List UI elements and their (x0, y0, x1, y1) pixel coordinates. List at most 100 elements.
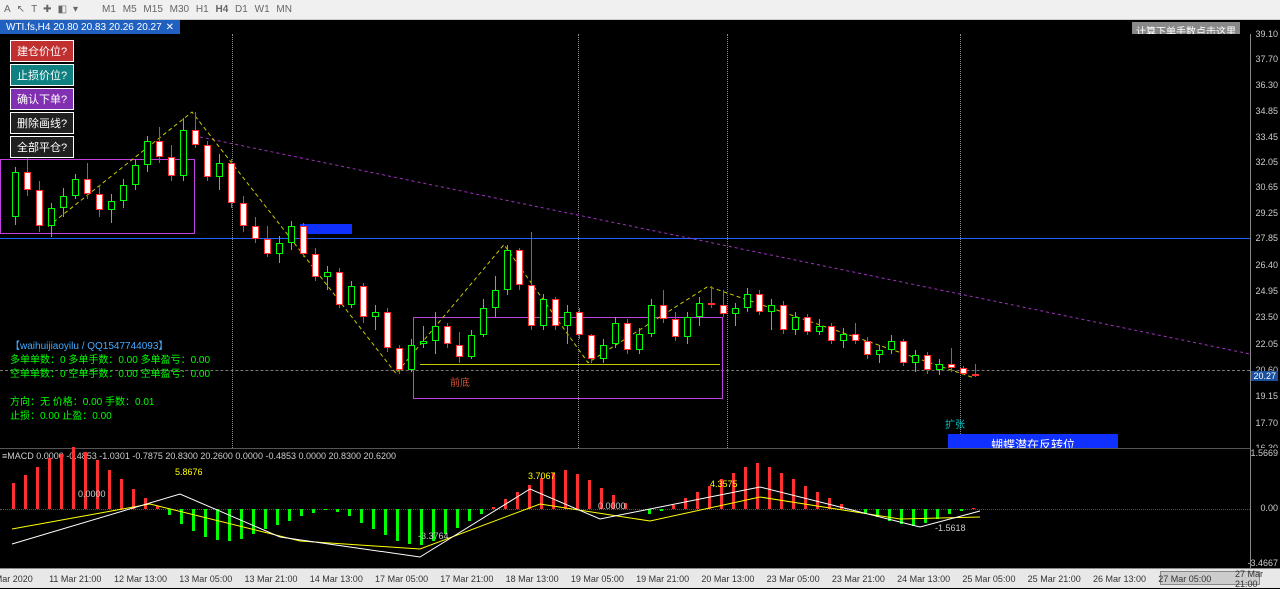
candle-body (348, 286, 355, 304)
macd-bar (36, 467, 39, 509)
macd-bar (648, 509, 651, 514)
tool-icon[interactable]: ◧ (58, 4, 67, 15)
candle-body (120, 185, 127, 201)
macd-bar (492, 507, 495, 509)
candle-body (360, 286, 367, 317)
crosshair-icon[interactable]: ✚ (43, 4, 51, 15)
price-axis: 39.1037.7036.3034.8533.4532.0530.6529.25… (1250, 34, 1280, 448)
candle-body (912, 355, 919, 362)
macd-bar (540, 478, 543, 509)
dropdown-icon[interactable]: ▾ (73, 4, 78, 15)
side-btn-2[interactable]: 确认下单? (10, 88, 74, 110)
candle-wick (327, 266, 328, 290)
candle-body (684, 317, 691, 337)
cursor-icon[interactable]: ↖ (17, 4, 25, 15)
candle-body (384, 312, 391, 348)
candle-body (840, 334, 847, 341)
macd-bar (12, 483, 15, 509)
side-btn-0[interactable]: 建仓价位? (10, 40, 74, 62)
macd-bar (408, 509, 411, 544)
candle-body (960, 368, 967, 373)
price-tick: 23.50 (1255, 312, 1278, 322)
macd-bar (672, 505, 675, 509)
macd-bar (72, 447, 75, 509)
info-line: 止损：0.00 止盈：0.00 (10, 410, 210, 424)
candle-wick (951, 348, 952, 372)
chart-label: 扩张 (945, 416, 965, 431)
macd-annotation: 5.8676 (175, 467, 203, 477)
macd-bar (24, 475, 27, 509)
text-tool-icon[interactable]: T (31, 4, 37, 15)
macd-bar (360, 509, 363, 523)
timeframe-M30[interactable]: M30 (168, 4, 191, 15)
macd-bar (828, 498, 831, 509)
timeframe-D1[interactable]: D1 (233, 4, 250, 15)
time-label: 20 Mar 13:00 (701, 574, 754, 584)
candle-body (420, 341, 427, 345)
timeframe-W1[interactable]: W1 (253, 4, 272, 15)
macd-bar (660, 509, 663, 511)
time-label: 19 Mar 05:00 (571, 574, 624, 584)
timeframe-H1[interactable]: H1 (194, 4, 211, 15)
price-tick: 27.85 (1255, 233, 1278, 243)
macd-bar (348, 509, 351, 516)
macd-bar (900, 509, 903, 524)
timeframe-H4[interactable]: H4 (213, 4, 230, 15)
side-btn-4[interactable]: 全部平仓? (10, 136, 74, 158)
candle-body (792, 317, 799, 330)
macd-bar (264, 509, 267, 529)
timeframe-M1[interactable]: M1 (100, 4, 118, 15)
macd-axis-label: 1.5669 (1250, 448, 1278, 458)
price-tick: 37.70 (1255, 54, 1278, 64)
tab-bar: WTI.fs,H4 20.80 20.83 20.26 20.27 ✕ (0, 20, 1280, 34)
side-btn-3[interactable]: 删除画线? (10, 112, 74, 134)
timeframe-MN[interactable]: MN (274, 4, 294, 15)
timeframe-M15[interactable]: M15 (141, 4, 164, 15)
macd-bar (168, 509, 171, 515)
macd-panel[interactable]: ≡MACD 0.0000 -0.4853 -1.0301 -0.7875 20.… (0, 448, 1250, 568)
macd-bar (912, 509, 915, 526)
candle-body (396, 348, 403, 370)
candle-body (660, 305, 667, 320)
candle-body (264, 239, 271, 254)
candle-body (288, 226, 295, 242)
time-label: 23 Mar 05:00 (767, 574, 820, 584)
candle-body (180, 130, 187, 175)
candle-body (900, 341, 907, 363)
candle-body (972, 374, 979, 376)
macd-bar (864, 509, 867, 513)
timeframe-M5[interactable]: M5 (121, 4, 139, 15)
macd-bar (948, 509, 951, 514)
candle-body (84, 179, 91, 194)
candle-body (744, 294, 751, 309)
price-tick: 36.30 (1255, 80, 1278, 90)
macd-bar (588, 480, 591, 509)
candle-body (816, 326, 823, 331)
macd-bar (816, 492, 819, 509)
candle-body (876, 350, 883, 355)
candle-body (828, 326, 835, 341)
macd-bar (132, 489, 135, 509)
close-icon[interactable]: ✕ (166, 22, 174, 33)
macd-annotation: 0.0000 (78, 489, 106, 499)
candle-body (864, 341, 871, 356)
toolbar: A ↖ T ✚ ◧ ▾ M1 M5 M15 M30 H1 H4 D1 W1 MN (0, 0, 1280, 20)
macd-bar (480, 509, 483, 514)
candle-body (36, 190, 43, 226)
candle-wick (711, 286, 712, 308)
info-line (10, 382, 210, 396)
toolbar-prefix: A (4, 4, 11, 15)
candle-body (636, 334, 643, 350)
candle-body (624, 323, 631, 350)
candle-body (408, 345, 415, 370)
price-tick: 29.25 (1255, 208, 1278, 218)
candle-body (144, 141, 151, 165)
price-tick: 32.05 (1255, 157, 1278, 167)
macd-bar (840, 504, 843, 509)
side-btn-1[interactable]: 止损价位? (10, 64, 74, 86)
price-tick: 33.45 (1255, 132, 1278, 142)
time-label: 25 Mar 05:00 (962, 574, 1015, 584)
chart-tab[interactable]: WTI.fs,H4 20.80 20.83 20.26 20.27 ✕ (0, 20, 180, 34)
macd-bar (252, 509, 255, 534)
macd-bar (228, 509, 231, 541)
